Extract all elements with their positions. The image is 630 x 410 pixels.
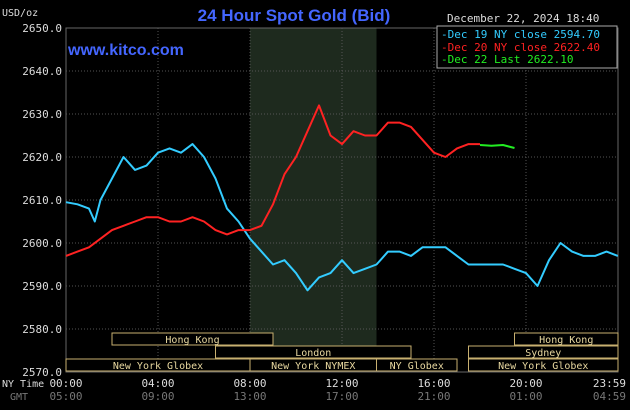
y-tick-label: 2600.0 <box>22 237 62 250</box>
session-label: London <box>295 348 331 359</box>
session-box <box>468 345 619 359</box>
legend-box <box>436 25 618 69</box>
x-tick-label-gmt: 21:00 <box>417 390 450 403</box>
y-tick-label: 2640.0 <box>22 65 62 78</box>
y-tick-label: 2650.0 <box>22 22 62 35</box>
session-label: New York NYMEX <box>271 361 355 372</box>
series-line-0 <box>65 143 619 292</box>
session-box <box>376 358 458 372</box>
x-tick-label-ny: 08:00 <box>233 377 266 390</box>
session-label: Hong Kong <box>165 335 219 346</box>
legend-entry: -Dec 22 Last 2622.10 <box>441 53 573 66</box>
chart-datetime: December 22, 2024 18:40 <box>447 12 599 25</box>
x-tick-label-ny: 04:00 <box>141 377 174 390</box>
y-tick-label: 2630.0 <box>22 108 62 121</box>
legend-entry: -Dec 20 NY close 2622.40 <box>441 41 600 54</box>
y-unit-label: USD/oz <box>2 8 38 19</box>
y-tick-label: 2620.0 <box>22 151 62 164</box>
source-watermark: www.kitco.com <box>67 42 184 59</box>
x-tick-label-ny: 20:00 <box>509 377 542 390</box>
legend-entry: -Dec 19 NY close 2594.70 <box>441 28 600 41</box>
session-label: Sydney <box>525 348 561 359</box>
session-label: New York Globex <box>498 361 588 372</box>
session-box <box>215 345 412 359</box>
x-tick-label-ny: 12:00 <box>325 377 358 390</box>
legend: -Dec 19 NY close 2594.70 -Dec 20 NY clos… <box>436 25 618 69</box>
x-tick-label-ny: 00:00 <box>49 377 82 390</box>
series-line-1 <box>65 104 480 257</box>
session-box <box>111 332 274 346</box>
nymex-hours-band <box>250 28 377 372</box>
chart-title: 24 Hour Spot Gold (Bid) <box>198 6 391 25</box>
series-line-2 <box>479 144 515 149</box>
session-box <box>514 332 619 346</box>
session-label: New York Globex <box>113 361 203 372</box>
x-axis-label-ny: NY Time <box>2 379 44 390</box>
x-tick-label-gmt: 05:00 <box>49 390 82 403</box>
session-label: Hong Kong <box>539 335 593 346</box>
x-tick-label-gmt: 17:00 <box>325 390 358 403</box>
y-tick-label: 2580.0 <box>22 323 62 336</box>
y-tick-label: 2610.0 <box>22 194 62 207</box>
x-tick-label-ny: 23:59 <box>593 377 626 390</box>
x-tick-label-gmt: 13:00 <box>233 390 266 403</box>
y-tick-label: 2590.0 <box>22 280 62 293</box>
y-tick-label: 2570.0 <box>22 366 62 379</box>
x-tick-label-ny: 16:00 <box>417 377 450 390</box>
x-axis-label-gmt: GMT <box>10 392 28 403</box>
session-label: NY Globex <box>390 361 444 372</box>
x-tick-label-gmt: 01:00 <box>509 390 542 403</box>
session-box <box>468 358 619 372</box>
x-tick-label-gmt: 04:59 <box>593 390 626 403</box>
x-tick-label-gmt: 09:00 <box>141 390 174 403</box>
